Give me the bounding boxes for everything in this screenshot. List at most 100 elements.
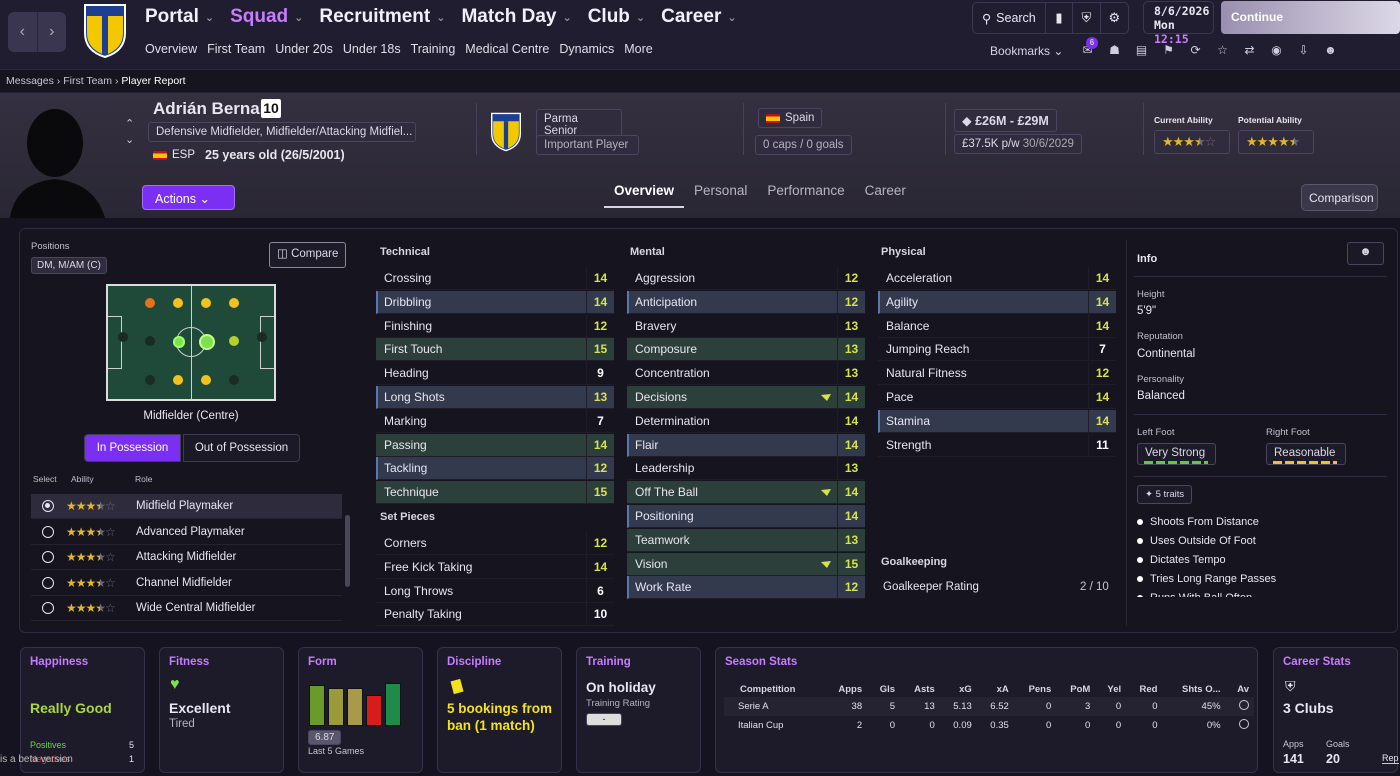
attr-penalty-taking[interactable]: Penalty Taking 10 [376, 603, 614, 627]
tab-performance[interactable]: Performance [767, 183, 845, 198]
clipboard-icon[interactable]: ▤ [1135, 43, 1148, 57]
attr-technique[interactable]: Technique 15 [376, 481, 614, 505]
tactics-icon[interactable]: ⚑ [1163, 43, 1174, 57]
subnav-under-18s[interactable]: Under 18s [342, 42, 401, 56]
attr-acceleration[interactable]: Acceleration 14 [878, 267, 1116, 290]
subnav-first-team[interactable]: First Team [207, 42, 266, 56]
shirt-icon[interactable]: ☗ [1109, 43, 1120, 57]
role-radio[interactable] [42, 602, 54, 614]
nav-recruitment[interactable]: Recruitment ⌄ [319, 6, 446, 27]
attr-anticipation[interactable]: Anticipation 12 [627, 290, 865, 314]
subnav-more[interactable]: More [624, 42, 653, 56]
form-card[interactable]: Form 6.87 Last 5 Games [298, 647, 423, 773]
role-radio[interactable] [42, 576, 54, 589]
nav-club[interactable]: Club ⌄ [587, 6, 646, 27]
out-of-possession-toggle[interactable]: Out of Possession [183, 434, 300, 462]
roles-scrollbar[interactable] [345, 515, 350, 587]
discipline-card[interactable]: Discipline 5 bookings from ban (1 match) [437, 647, 562, 773]
attr-composure[interactable]: Composure 13 [627, 338, 865, 362]
fitness-card[interactable]: Fitness ♥ Excellent Tired [159, 647, 284, 773]
tab-career[interactable]: Career [864, 183, 906, 198]
role-row[interactable]: ★★★★☆ Attacking Midfielder [31, 545, 342, 570]
club-badge-icon[interactable] [490, 112, 522, 152]
nav-portal[interactable]: Portal ⌄ [145, 6, 215, 27]
attr-concentration[interactable]: Concentration 13 [627, 362, 865, 386]
attr-tackling[interactable]: Tackling 12 [376, 457, 614, 481]
role-row[interactable]: ★★★★☆ Wide Central Midfielder [31, 596, 342, 621]
bookmark-icon[interactable]: ▮ [1046, 3, 1074, 33]
season-row[interactable]: Serie A 38 5 13 5.13 6.52 0 3 0 0 45% [724, 697, 1254, 716]
compare-button[interactable]: ◫ Compare [269, 242, 347, 268]
attr-leadership[interactable]: Leadership 13 [627, 457, 865, 481]
person-icon[interactable]: ☻ [1347, 242, 1384, 265]
gear-icon[interactable]: ⚙ [1108, 10, 1121, 25]
role-radio[interactable] [42, 500, 54, 512]
subnav-medical-centre[interactable]: Medical Centre [465, 42, 550, 56]
comparison-button[interactable]: Comparison [1301, 184, 1378, 211]
nav-squad[interactable]: Squad ⌄ [230, 6, 304, 27]
attr-free-kick-taking[interactable]: Free Kick Taking 14 [376, 555, 614, 579]
next-player-icon[interactable]: ⌄ [125, 134, 135, 146]
attr-marking[interactable]: Marking 7 [376, 409, 614, 433]
attr-aggression[interactable]: Aggression 12 [627, 267, 865, 290]
attr-teamwork[interactable]: Teamwork 13 [627, 528, 865, 552]
refresh-icon[interactable]: ⟳ [1190, 43, 1201, 57]
career-stats-card[interactable]: Career Stats ⛨ 3 Clubs Apps 141 Goals 20… [1273, 647, 1399, 773]
transfer-icon[interactable]: ⇄ [1244, 43, 1255, 57]
traits-badge[interactable]: ✦ 5 traits [1137, 485, 1193, 504]
attr-corners[interactable]: Corners 12 [376, 532, 614, 555]
club-crest-icon[interactable] [83, 3, 127, 59]
role-row[interactable]: ★★★★☆ Advanced Playmaker [31, 520, 342, 545]
crumb-first-team[interactable]: First Team [63, 75, 113, 87]
in-possession-toggle[interactable]: In Possession [84, 434, 181, 462]
subnav-dynamics[interactable]: Dynamics [559, 42, 615, 56]
shield-icon[interactable]: ⛨ [1073, 3, 1101, 33]
season-row[interactable]: Italian Cup 2 0 0 0.09 0.35 0 0 0 0 0% [724, 716, 1254, 735]
attr-natural-fitness[interactable]: Natural Fitness 12 [878, 362, 1116, 386]
search-button[interactable]: ⚲ Search [973, 3, 1046, 33]
download-icon[interactable]: ⇩ [1298, 43, 1309, 57]
actions-button[interactable]: Actions ⌄ [142, 185, 235, 210]
bookmarks-dropdown[interactable]: Bookmarks ⌄ [990, 44, 1064, 58]
attr-bravery[interactable]: Bravery 13 [627, 314, 865, 338]
attr-pace[interactable]: Pace 14 [878, 386, 1116, 409]
attr-crossing[interactable]: Crossing 14 [376, 267, 614, 290]
nav-match-day[interactable]: Match Day ⌄ [461, 6, 572, 27]
training-card[interactable]: Training On holiday Training Rating - [576, 647, 701, 773]
attr-strength[interactable]: Strength 11 [878, 433, 1116, 457]
staff-icon[interactable]: ☻ [1324, 43, 1337, 57]
role-row[interactable]: ★★★★☆ Channel Midfielder [31, 571, 342, 596]
role-radio[interactable] [42, 551, 54, 563]
attr-balance[interactable]: Balance 14 [878, 314, 1116, 338]
forward-arrow-icon[interactable]: › [49, 23, 55, 40]
attr-long-shots[interactable]: Long Shots 13 [376, 386, 614, 409]
attr-vision[interactable]: Vision 15 [627, 552, 865, 576]
nav-career[interactable]: Career ⌄ [661, 6, 737, 27]
subnav-training[interactable]: Training [410, 42, 456, 56]
tab-personal[interactable]: Personal [694, 183, 748, 198]
country[interactable]: Spain [758, 108, 823, 128]
back-arrow-icon[interactable]: ‹ [8, 12, 38, 52]
attr-off-the-ball[interactable]: Off The Ball 14 [627, 481, 865, 505]
attr-flair[interactable]: Flair 14 [627, 433, 865, 457]
game-date[interactable]: 8/6/2026 Mon 12:15 [1143, 1, 1214, 46]
attr-first-touch[interactable]: First Touch 15 [376, 338, 614, 362]
continue-button[interactable]: Continue [1221, 1, 1400, 34]
attr-determination[interactable]: Determination 14 [627, 409, 865, 433]
attr-stamina[interactable]: Stamina 14 [878, 409, 1116, 433]
attr-jumping-reach[interactable]: Jumping Reach 7 [878, 338, 1116, 362]
attr-work-rate[interactable]: Work Rate 12 [627, 576, 865, 600]
subnav-under-20s[interactable]: Under 20s [275, 42, 333, 56]
role-row[interactable]: ★★★★☆ Midfield Playmaker [31, 494, 342, 519]
prev-player-icon[interactable]: ⌃ [125, 118, 135, 130]
attr-heading[interactable]: Heading 9 [376, 362, 614, 386]
role-radio[interactable] [42, 525, 54, 538]
inbox-icon[interactable]: ✉ 6 [1078, 37, 1098, 57]
attr-long-throws[interactable]: Long Throws 6 [376, 579, 614, 603]
happiness-card[interactable]: Happiness Really Good Positives 5 Negati… [20, 647, 145, 773]
crumb-messages[interactable]: Messages [6, 75, 54, 87]
attr-finishing[interactable]: Finishing 12 [376, 314, 614, 338]
trophy-icon[interactable]: ☆ [1217, 43, 1228, 57]
tab-overview[interactable]: Overview [604, 181, 685, 208]
scout-icon[interactable]: ◉ [1271, 43, 1282, 57]
